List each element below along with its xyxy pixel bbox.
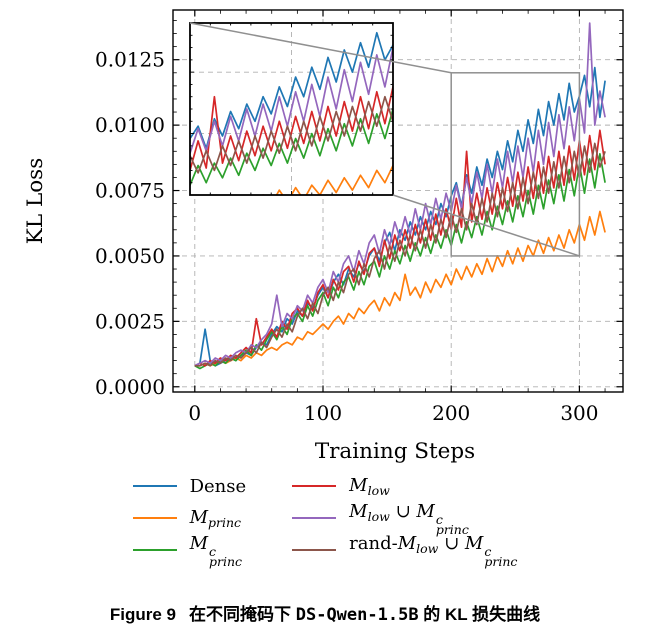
x-axis-label: Training Steps xyxy=(315,439,475,464)
y-tick-label: 0.0075 xyxy=(95,179,165,203)
y-tick-label: 0.0100 xyxy=(95,113,165,137)
axes-frame xyxy=(172,9,624,393)
x-tick-label: 0 xyxy=(188,401,201,425)
y-tick-label: 0.0050 xyxy=(95,244,165,268)
caption-text-after: 的 KL 损失曲线 xyxy=(423,605,541,624)
caption-text-before: 在不同掩码下 xyxy=(189,605,291,624)
connector-line-top xyxy=(189,22,452,74)
caption-model-name: DS-Qwen-1.5B xyxy=(295,605,419,625)
legend-line-swatch xyxy=(132,548,177,552)
connector-line-bottom xyxy=(392,194,580,257)
y-tick-label: 0.0025 xyxy=(95,309,165,333)
series-line-M_low xyxy=(194,129,606,367)
caption-figure-label: Figure 9 xyxy=(109,605,176,624)
tick-labels: 0 100 200 300 0.0000 0.0025 0.0050 0.0075 0.0100… xyxy=(95,48,598,425)
x-tick-label: 200 xyxy=(432,401,470,425)
plot-spines xyxy=(172,9,624,393)
legend-line-swatch xyxy=(292,484,337,488)
legend-label: Dense xyxy=(189,475,247,497)
figure-caption: Figure 9 在不同掩码下 DS-Qwen-1.5B 的 KL 损失曲线 xyxy=(0,600,650,625)
series-line-rand-M_low ∪ M^c_princ xyxy=(194,142,606,367)
inset-series-line-M_low xyxy=(190,86,393,172)
legend-label: Mprinc xyxy=(189,506,242,530)
x-tick-label: 100 xyxy=(304,401,342,425)
series-lines xyxy=(194,22,606,370)
y-tick-label: 0.0000 xyxy=(95,375,165,399)
zoom-indicator xyxy=(450,72,581,257)
inset-series-line-M_low ∪ M^c_princ xyxy=(190,46,393,155)
legend-line-swatch xyxy=(132,516,177,520)
y-axis-label: KL Loss xyxy=(23,158,48,244)
legend-line-swatch xyxy=(292,548,337,552)
inset-panel xyxy=(189,22,394,196)
inset-series-lines xyxy=(190,31,393,195)
legend-item-m-low: Mlow xyxy=(292,475,517,498)
inset-series-line-rand-M_low ∪ M^c_princ xyxy=(190,95,393,174)
y-tick-label: 0.0125 xyxy=(95,48,165,72)
zoom-rect xyxy=(450,72,581,257)
series-line-M_low ∪ M^c_princ xyxy=(194,22,606,367)
inset-series-line-Dense xyxy=(190,31,393,150)
kl-loss-plot: 0 100 200 300 0.0000 0.0025 0.0050 0.0075 0.0100… xyxy=(23,9,624,464)
inset-connector-lines xyxy=(189,22,580,257)
x-tick-label: 300 xyxy=(560,401,598,425)
legend-item-m-princ: Mprinc xyxy=(132,506,247,530)
legend-item-dense: Dense xyxy=(132,475,247,497)
inset-series-line-M_princ xyxy=(262,164,393,195)
series-line-M_princ xyxy=(194,210,606,367)
legend-line-swatch xyxy=(292,516,337,520)
series-line-M^c_princ xyxy=(194,153,606,370)
inset-series-line-M^c_princ xyxy=(190,108,393,187)
legend-label: Mlow xyxy=(349,474,390,498)
legend-line-swatch xyxy=(132,484,177,488)
